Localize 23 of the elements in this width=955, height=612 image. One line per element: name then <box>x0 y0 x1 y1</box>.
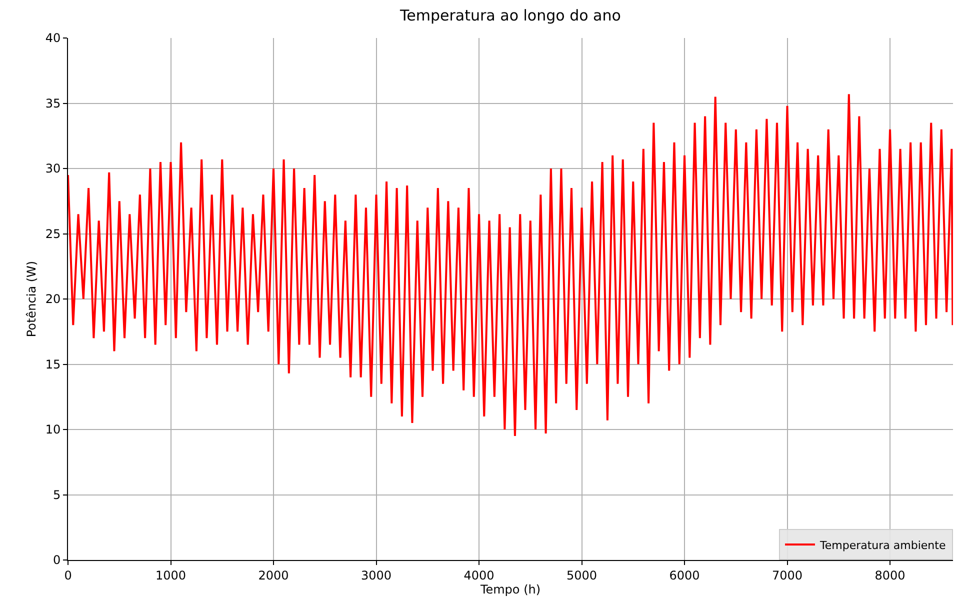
line-series <box>68 93 953 438</box>
y-tick-label: 20 <box>45 292 61 306</box>
y-tick-label: 5 <box>52 488 61 502</box>
y-tick-label: 35 <box>45 96 61 110</box>
x-tick-label: 0 <box>64 568 72 582</box>
x-tick-label: 6000 <box>669 568 700 582</box>
x-tick-label: 2000 <box>258 568 289 582</box>
x-tick-label: 1000 <box>155 568 186 582</box>
x-axis-title: Tempo (h) <box>479 582 541 596</box>
y-tick-label: 0 <box>52 553 61 568</box>
x-tick-label: 3000 <box>360 568 392 582</box>
y-tick-label: 15 <box>45 357 61 372</box>
y-tick-label: 10 <box>45 422 61 437</box>
legend-label: Temperatura ambiente <box>819 538 946 552</box>
x-tick-label: 7000 <box>772 568 803 582</box>
y-tick-label: 40 <box>45 31 61 46</box>
y-tick-label: 30 <box>45 162 61 176</box>
y-tick-label: 25 <box>45 226 61 241</box>
x-tick-label: 5000 <box>566 568 598 582</box>
y-axis-title: Potência (W) <box>24 260 39 338</box>
chart-title: Temperatura ao longo do ano <box>399 6 621 25</box>
x-tick-label: 8000 <box>874 568 906 582</box>
x-tick-label: 4000 <box>464 568 494 582</box>
